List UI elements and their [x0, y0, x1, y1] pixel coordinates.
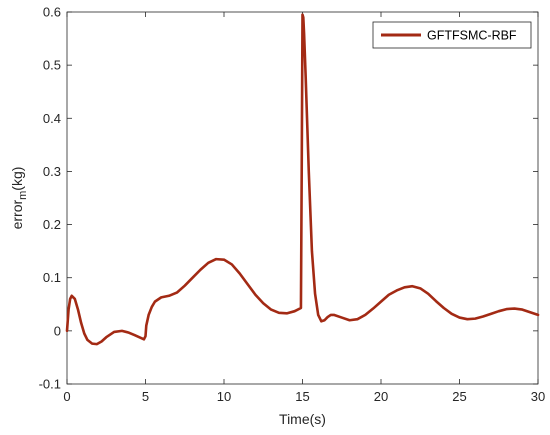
x-tick-label: 25 [452, 389, 466, 404]
legend-label: GFTFSMC-RBF [427, 29, 517, 43]
x-tick-label: 0 [63, 389, 70, 404]
y-tick-label: 0 [54, 323, 61, 338]
y-tick-label: 0.2 [43, 217, 61, 232]
series-line [65, 13, 540, 346]
y-axis-title-unit: (kg) [9, 167, 25, 191]
legend: GFTFSMC-RBF [372, 21, 532, 49]
y-tick-label: 0.1 [43, 270, 61, 285]
y-tick-label: -0.1 [39, 377, 61, 392]
series-group [65, 13, 540, 346]
y-tick-label: 0.4 [43, 111, 61, 126]
y-axis-title: errorm(kg) [9, 167, 29, 230]
x-tick-label: 30 [531, 389, 545, 404]
x-tick-label: 20 [374, 389, 388, 404]
y-axis-ticks: -0.1 0 0.1 0.2 0.3 0.4 0.5 0.6 [39, 5, 538, 392]
y-axis-title-sub: m [17, 191, 29, 200]
y-tick-label: 0.3 [43, 164, 61, 179]
y-tick-label: 0.5 [43, 58, 61, 73]
y-tick-label: 0.6 [43, 5, 61, 20]
y-axis-title-main: error [9, 200, 25, 230]
x-tick-label: 10 [217, 389, 231, 404]
x-axis-title: Time(s) [279, 411, 326, 427]
x-axis-ticks: 0 5 10 15 20 25 30 [63, 12, 545, 404]
x-tick-label: 15 [295, 389, 309, 404]
x-tick-label: 5 [142, 389, 149, 404]
